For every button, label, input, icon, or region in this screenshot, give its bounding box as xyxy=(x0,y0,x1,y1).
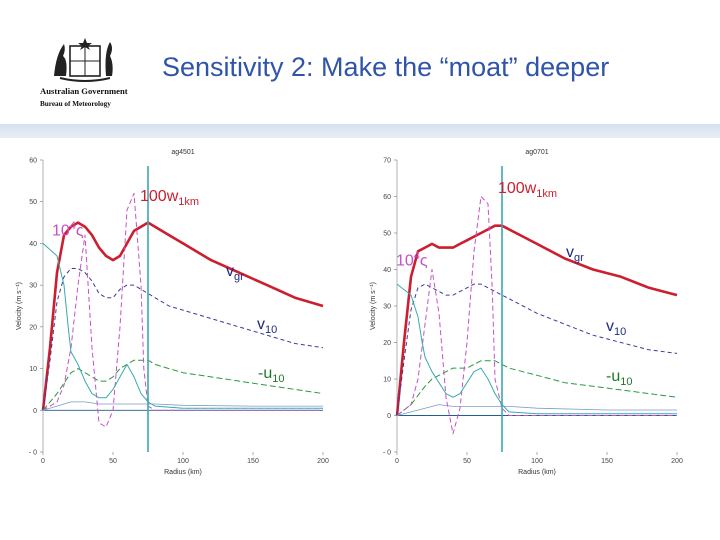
c1-series-zeta-line xyxy=(396,283,677,415)
c0-y-tick-label: 20 xyxy=(29,324,37,331)
right-label-vgr: vgr xyxy=(566,244,584,265)
c0-y-tick-label: 50 xyxy=(29,199,37,206)
c0-x-tick-label: 200 xyxy=(317,458,329,465)
c0-y-axis-label: Velocity (m s⁻¹) xyxy=(16,282,23,330)
left-label-zeta: 104ς xyxy=(52,220,84,240)
c1-x-axis-label: Radius (km) xyxy=(518,469,556,476)
right-label-u10: -u10 xyxy=(606,368,633,389)
c1-y-tick-label: 0 xyxy=(387,413,391,420)
chart-right-svg: ag0701 - 0 0 10 20 30 40 50 60 70 0 50 100 150 200 Radi… xyxy=(370,149,683,476)
logo: Australian Government Bureau of Meteorol… xyxy=(30,36,140,110)
right-label-v10: v10 xyxy=(606,318,627,339)
c0-x-tick-label: 50 xyxy=(109,458,117,465)
c0-y-tick-label: 60 xyxy=(29,158,37,165)
c1-x-tick-label: 50 xyxy=(463,458,471,465)
c0-series-w-line xyxy=(42,192,323,428)
logo-text-line1: Australian Government xyxy=(40,86,128,96)
chart-ag0701: ag0701 - 0 0 10 20 30 40 50 60 70 0 50 100 150 200 Radi… xyxy=(364,140,704,485)
c0-series-vgr-line xyxy=(41,221,324,411)
c0-y-tick-label: 0 xyxy=(33,408,37,415)
c1-series-other-line xyxy=(396,404,677,416)
right-label-w: 100w1km xyxy=(498,180,558,201)
chart-ag4501: ag4501 - 0 0 10 20 30 40 50 60 0 50 100 150 200 Radius… xyxy=(10,140,350,485)
c1-chart-title: ag0701 xyxy=(525,149,548,156)
c0-series-u10-line xyxy=(42,359,324,411)
c1-y-tick-label: 60 xyxy=(383,194,391,201)
chart-left-svg: ag4501 - 0 0 10 20 30 40 50 60 0 50 100 150 200 Radius… xyxy=(16,149,329,476)
left-label-v10: v10 xyxy=(257,316,278,337)
left-label-vgr: vgr xyxy=(226,263,244,284)
header-band xyxy=(0,124,720,138)
c1-x-tick-label: 150 xyxy=(601,458,613,465)
c1-y-tick-label: 70 xyxy=(383,158,391,165)
c0-y-tick-label: - 0 xyxy=(29,450,37,457)
c0-x-tick-label: 0 xyxy=(41,458,45,465)
c0-series-other-line xyxy=(42,401,323,411)
c0-x-axis-label: Radius (km) xyxy=(164,469,202,476)
c1-series-v10-line xyxy=(396,283,678,416)
left-label-w: 100w1km xyxy=(140,188,200,209)
c0-y-tick-label: 30 xyxy=(29,283,37,290)
c0-series-zeta-line xyxy=(42,243,323,409)
right-label-zeta: 104ς xyxy=(396,250,428,270)
c1-series-u10-line xyxy=(396,360,678,416)
c0-series-v10-line xyxy=(42,268,324,411)
slide-title: Sensitivity 2: Make the “moat” deeper xyxy=(162,52,610,82)
coat-of-arms-icon: Australian Government Bureau of Meteorol… xyxy=(40,38,128,108)
c1-y-tick-label: - 0 xyxy=(383,450,391,457)
c0-y-tick-label: 40 xyxy=(29,241,37,248)
c1-y-axis-label: Velocity (m s⁻¹) xyxy=(370,282,377,330)
c1-x-tick-label: 0 xyxy=(395,458,399,465)
c1-y-tick-label: 50 xyxy=(383,231,391,238)
c1-series-w-line xyxy=(396,196,677,435)
c1-x-tick-label: 200 xyxy=(671,458,683,465)
c1-series-vgr-line xyxy=(395,224,678,416)
c0-x-tick-label: 150 xyxy=(247,458,259,465)
left-label-u10: -u10 xyxy=(258,365,285,386)
logo-text-line2: Bureau of Meteorology xyxy=(40,100,111,108)
c1-y-tick-label: 10 xyxy=(383,377,391,384)
c0-y-tick-label: 10 xyxy=(29,366,37,373)
c0-chart-title: ag4501 xyxy=(171,149,194,156)
c1-y-tick-label: 40 xyxy=(383,267,391,274)
c1-x-tick-label: 100 xyxy=(531,458,543,465)
c1-y-tick-label: 20 xyxy=(383,340,391,347)
c0-x-tick-label: 100 xyxy=(177,458,189,465)
c1-y-tick-label: 30 xyxy=(383,304,391,311)
